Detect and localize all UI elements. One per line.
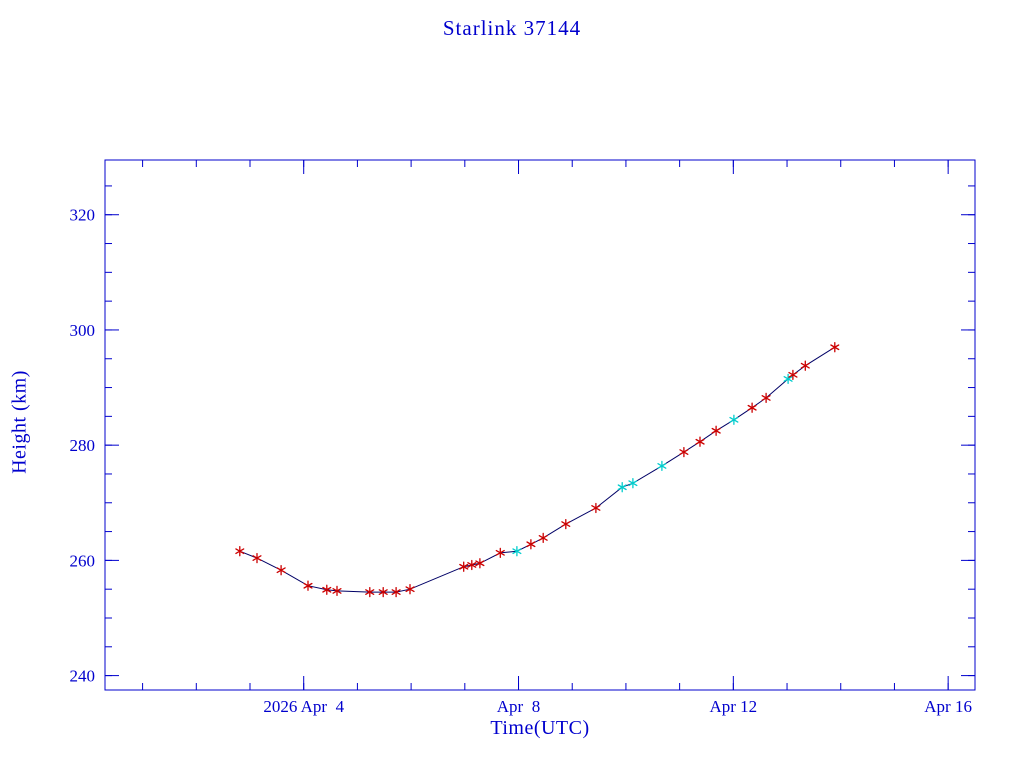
data-point-marker-red [235, 546, 245, 557]
y-tick-label: 240 [70, 667, 96, 686]
x-axis-label: Time(UTC) [490, 717, 590, 739]
x-tick-label: Apr 16 [924, 697, 972, 716]
data-point-marker-red [830, 342, 840, 353]
x-tick-label: 2026 Apr 4 [263, 697, 344, 716]
data-point-marker-cyan [729, 414, 739, 425]
data-point-marker-red [276, 565, 286, 576]
data-point-marker-red [747, 402, 757, 413]
data-point-marker-cyan [783, 373, 793, 385]
data-point-marker-red [679, 446, 689, 458]
x-tick-label: Apr 8 [497, 697, 540, 716]
x-tick-label: Apr 12 [709, 697, 757, 716]
y-tick-label: 280 [70, 436, 96, 455]
data-point-marker-red [378, 586, 388, 598]
data-point-marker-red [695, 436, 705, 447]
data-point-marker-cyan [617, 482, 627, 493]
height-curve [239, 346, 836, 593]
data-point-marker-red [591, 502, 601, 514]
y-tick-label: 320 [70, 206, 96, 225]
data-point-marker-red [495, 547, 505, 559]
data-point-marker-red [526, 539, 536, 550]
data-point-marker-red [303, 580, 313, 591]
data-point-marker-red [467, 559, 477, 571]
data-point-marker-red [391, 586, 401, 598]
data-point-marker-red [800, 360, 810, 371]
data-point-marker-red [365, 586, 375, 598]
data-point-marker-cyan [628, 478, 638, 489]
data-point-marker-cyan [657, 460, 667, 472]
data-point-marker-red [711, 425, 721, 436]
plot-frame [104, 159, 976, 691]
data-point-marker-red [561, 518, 571, 530]
y-tick-label: 260 [70, 551, 96, 570]
data-point-marker-red [322, 584, 332, 595]
data-point-marker-red [405, 584, 415, 595]
data-point-marker-red [252, 552, 262, 564]
data-point-marker-red [788, 369, 798, 381]
data-point-marker-red [459, 561, 469, 572]
chart-title: Starlink 37144 [442, 16, 582, 40]
y-tick-label: 300 [70, 321, 96, 340]
data-point-marker-cyan [512, 546, 522, 557]
data-point-marker-red [538, 532, 548, 544]
data-point-marker-red [332, 585, 342, 597]
data-point-marker-red [761, 392, 771, 404]
data-point-marker-red [475, 558, 485, 569]
